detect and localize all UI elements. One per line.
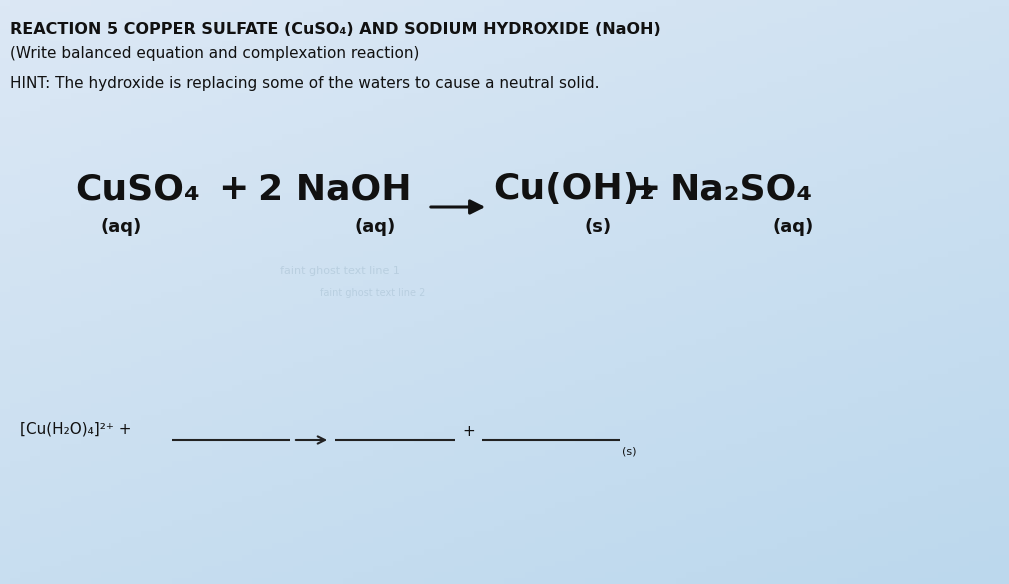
Text: faint ghost text line 2: faint ghost text line 2: [320, 288, 426, 298]
Text: REACTION 5 COPPER SULFATE (CuSO₄) AND SODIUM HYDROXIDE (NaOH): REACTION 5 COPPER SULFATE (CuSO₄) AND SO…: [10, 22, 661, 37]
Text: HINT: The hydroxide is replacing some of the waters to cause a neutral solid.: HINT: The hydroxide is replacing some of…: [10, 76, 599, 91]
Text: +: +: [462, 424, 475, 439]
Text: (s): (s): [622, 447, 637, 457]
Text: 2 NaOH: 2 NaOH: [258, 172, 412, 206]
Text: [Cu(H₂O)₄]²⁺ +: [Cu(H₂O)₄]²⁺ +: [20, 422, 131, 437]
Text: +: +: [630, 172, 660, 206]
Text: (aq): (aq): [100, 218, 141, 236]
Text: (aq): (aq): [772, 218, 813, 236]
Text: (s): (s): [585, 218, 612, 236]
Text: (aq): (aq): [355, 218, 397, 236]
Text: +: +: [218, 172, 248, 206]
Text: (Write balanced equation and complexation reaction): (Write balanced equation and complexatio…: [10, 46, 420, 61]
Text: CuSO₄: CuSO₄: [75, 172, 200, 206]
Text: faint ghost text line 1: faint ghost text line 1: [281, 266, 400, 276]
Text: Cu(OH)₂: Cu(OH)₂: [493, 172, 655, 206]
Text: Na₂SO₄: Na₂SO₄: [670, 172, 813, 206]
